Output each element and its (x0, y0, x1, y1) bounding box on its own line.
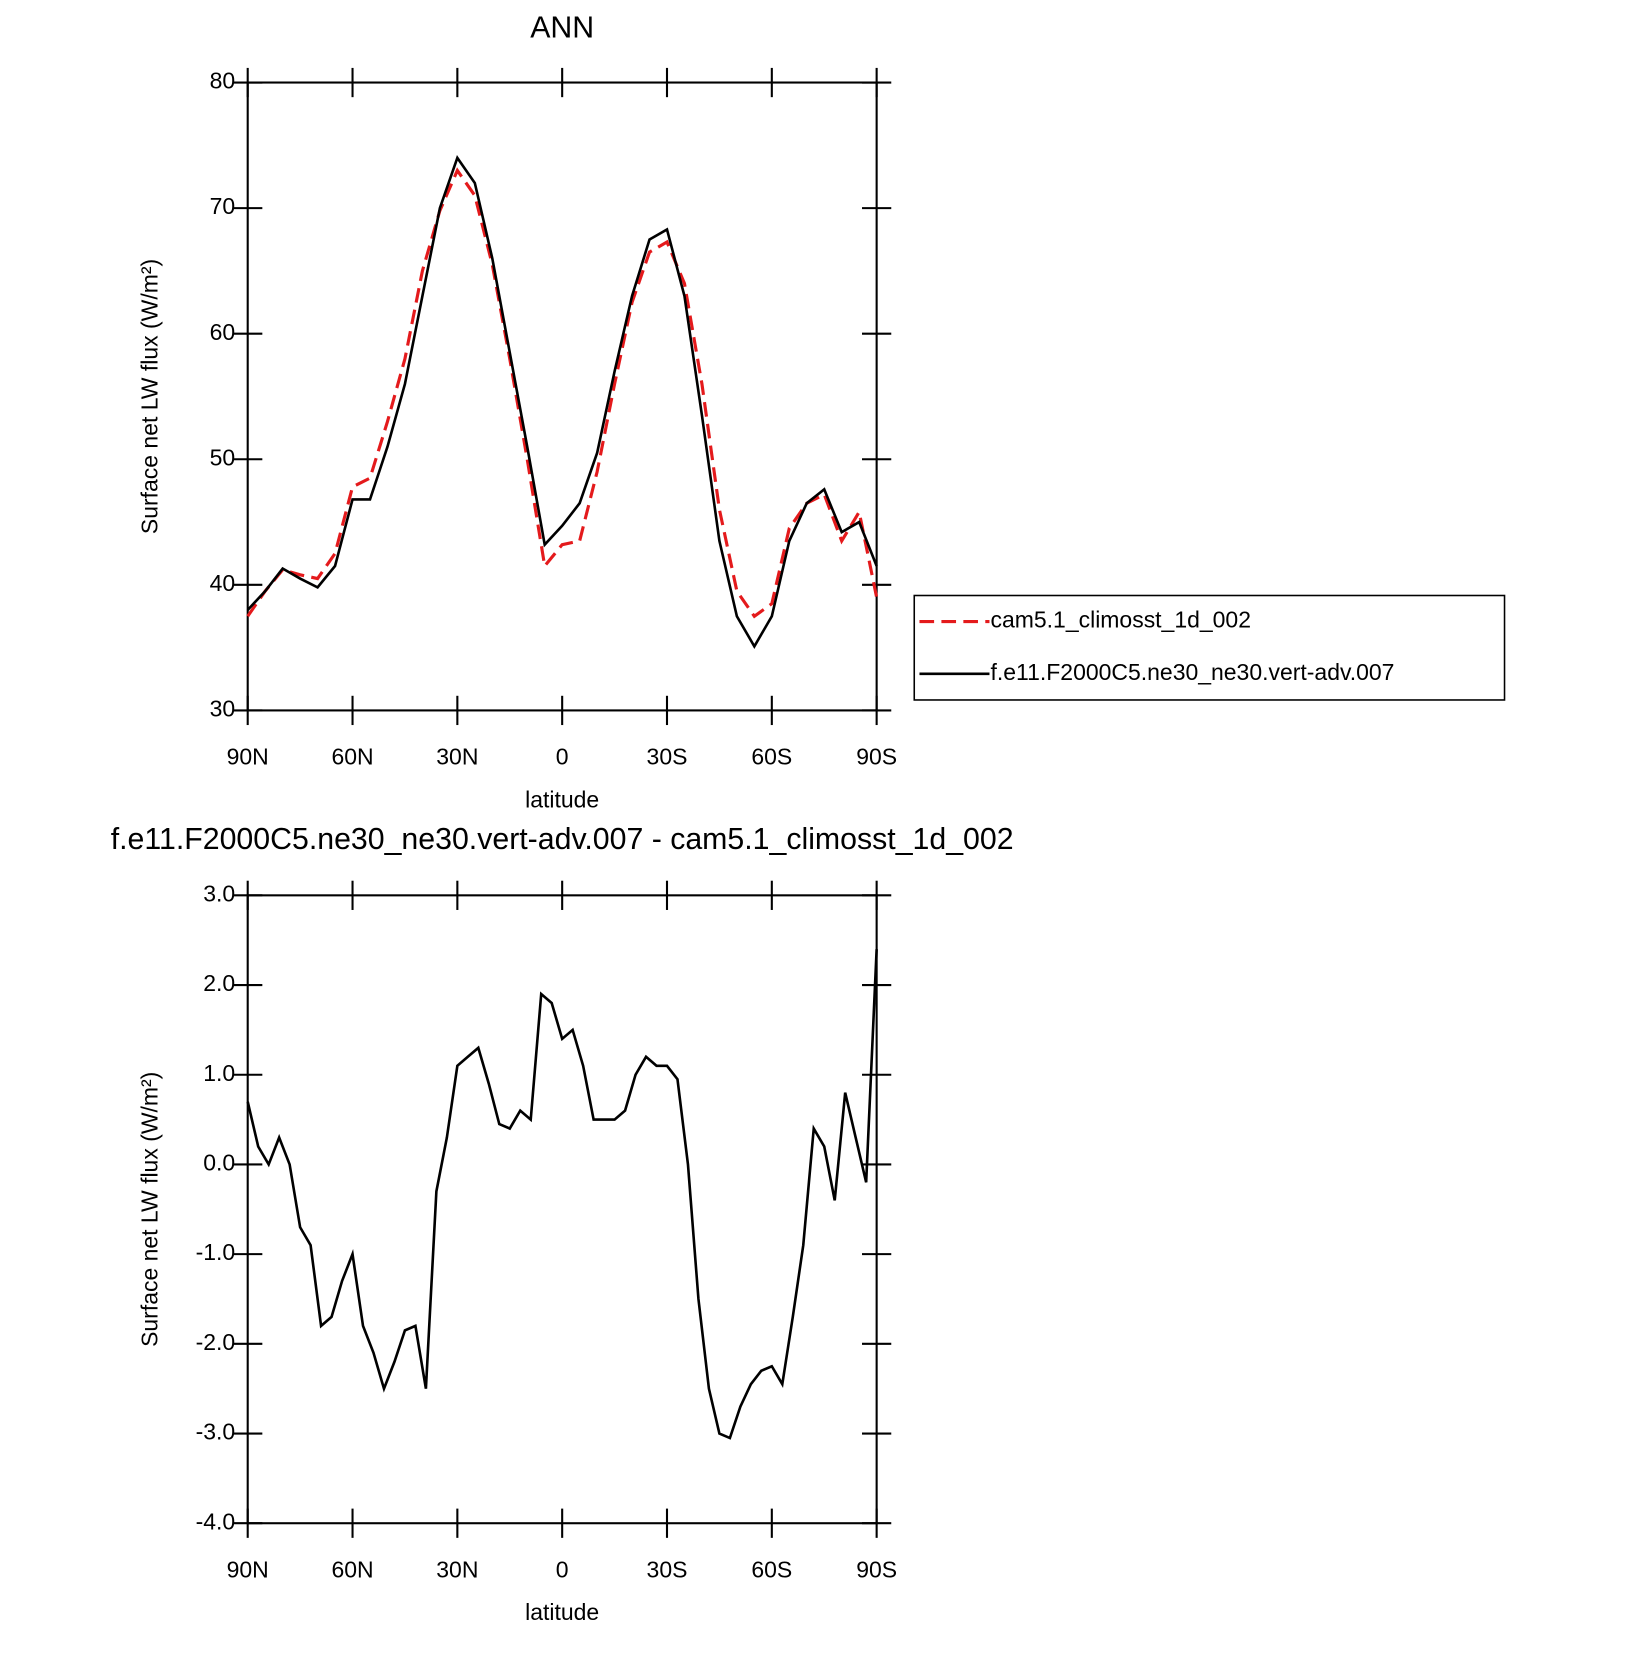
x-axis-label: latitude (525, 786, 599, 812)
chart-title: f.e11.F2000C5.ne30_ne30.vert-adv.007 - c… (111, 823, 1014, 856)
x-tick-label: 60N (331, 744, 373, 770)
legend-box (913, 594, 1506, 701)
x-tick-label: 90N (227, 744, 269, 770)
x-tick-label: 90N (227, 1556, 269, 1582)
y-tick-label: 70 (210, 193, 236, 219)
x-tick-label: 30S (647, 1556, 688, 1582)
y-tick-label: -1.0 (196, 1239, 236, 1265)
y-tick-label: -3.0 (196, 1419, 236, 1445)
data-line (246, 167, 879, 619)
x-tick-label: 0 (556, 1556, 569, 1582)
plot-frame (246, 81, 878, 712)
x-tick-label: 60S (751, 1556, 792, 1582)
x-tick-label: 60S (751, 744, 792, 770)
y-tick-label: -2.0 (196, 1329, 236, 1355)
y-tick-label: 3.0 (203, 880, 235, 906)
data-line (246, 155, 878, 649)
y-tick-label: 0.0 (203, 1150, 235, 1176)
y-tick-label: 30 (210, 696, 236, 722)
y-axis-label: Surface net LW flux (W/m²) (137, 259, 163, 534)
x-tick-label: 30S (647, 744, 688, 770)
x-tick-label: 30N (436, 1556, 478, 1582)
legend-label: cam5.1_climosst_1d_002 (991, 607, 1251, 633)
y-tick-label: 2.0 (203, 970, 235, 996)
y-tick-label: 60 (210, 319, 236, 345)
plot-frame (246, 894, 878, 1525)
y-tick-label: 40 (210, 570, 236, 596)
y-tick-label: 50 (210, 444, 236, 470)
x-tick-label: 90S (856, 1556, 897, 1582)
data-line (246, 949, 878, 1440)
y-tick-label: 80 (210, 68, 236, 94)
x-tick-label: 90S (856, 744, 897, 770)
x-tick-label: 60N (331, 1556, 373, 1582)
x-axis-label: latitude (525, 1599, 599, 1625)
y-tick-label: -4.0 (196, 1508, 236, 1534)
x-tick-label: 0 (556, 744, 569, 770)
legend-label: f.e11.F2000C5.ne30_ne30.vert-adv.007 (991, 659, 1395, 685)
y-axis-label: Surface net LW flux (W/m²) (137, 1072, 163, 1347)
x-tick-label: 30N (436, 744, 478, 770)
y-tick-label: 1.0 (203, 1060, 235, 1086)
chart-title: ANN (530, 11, 594, 44)
